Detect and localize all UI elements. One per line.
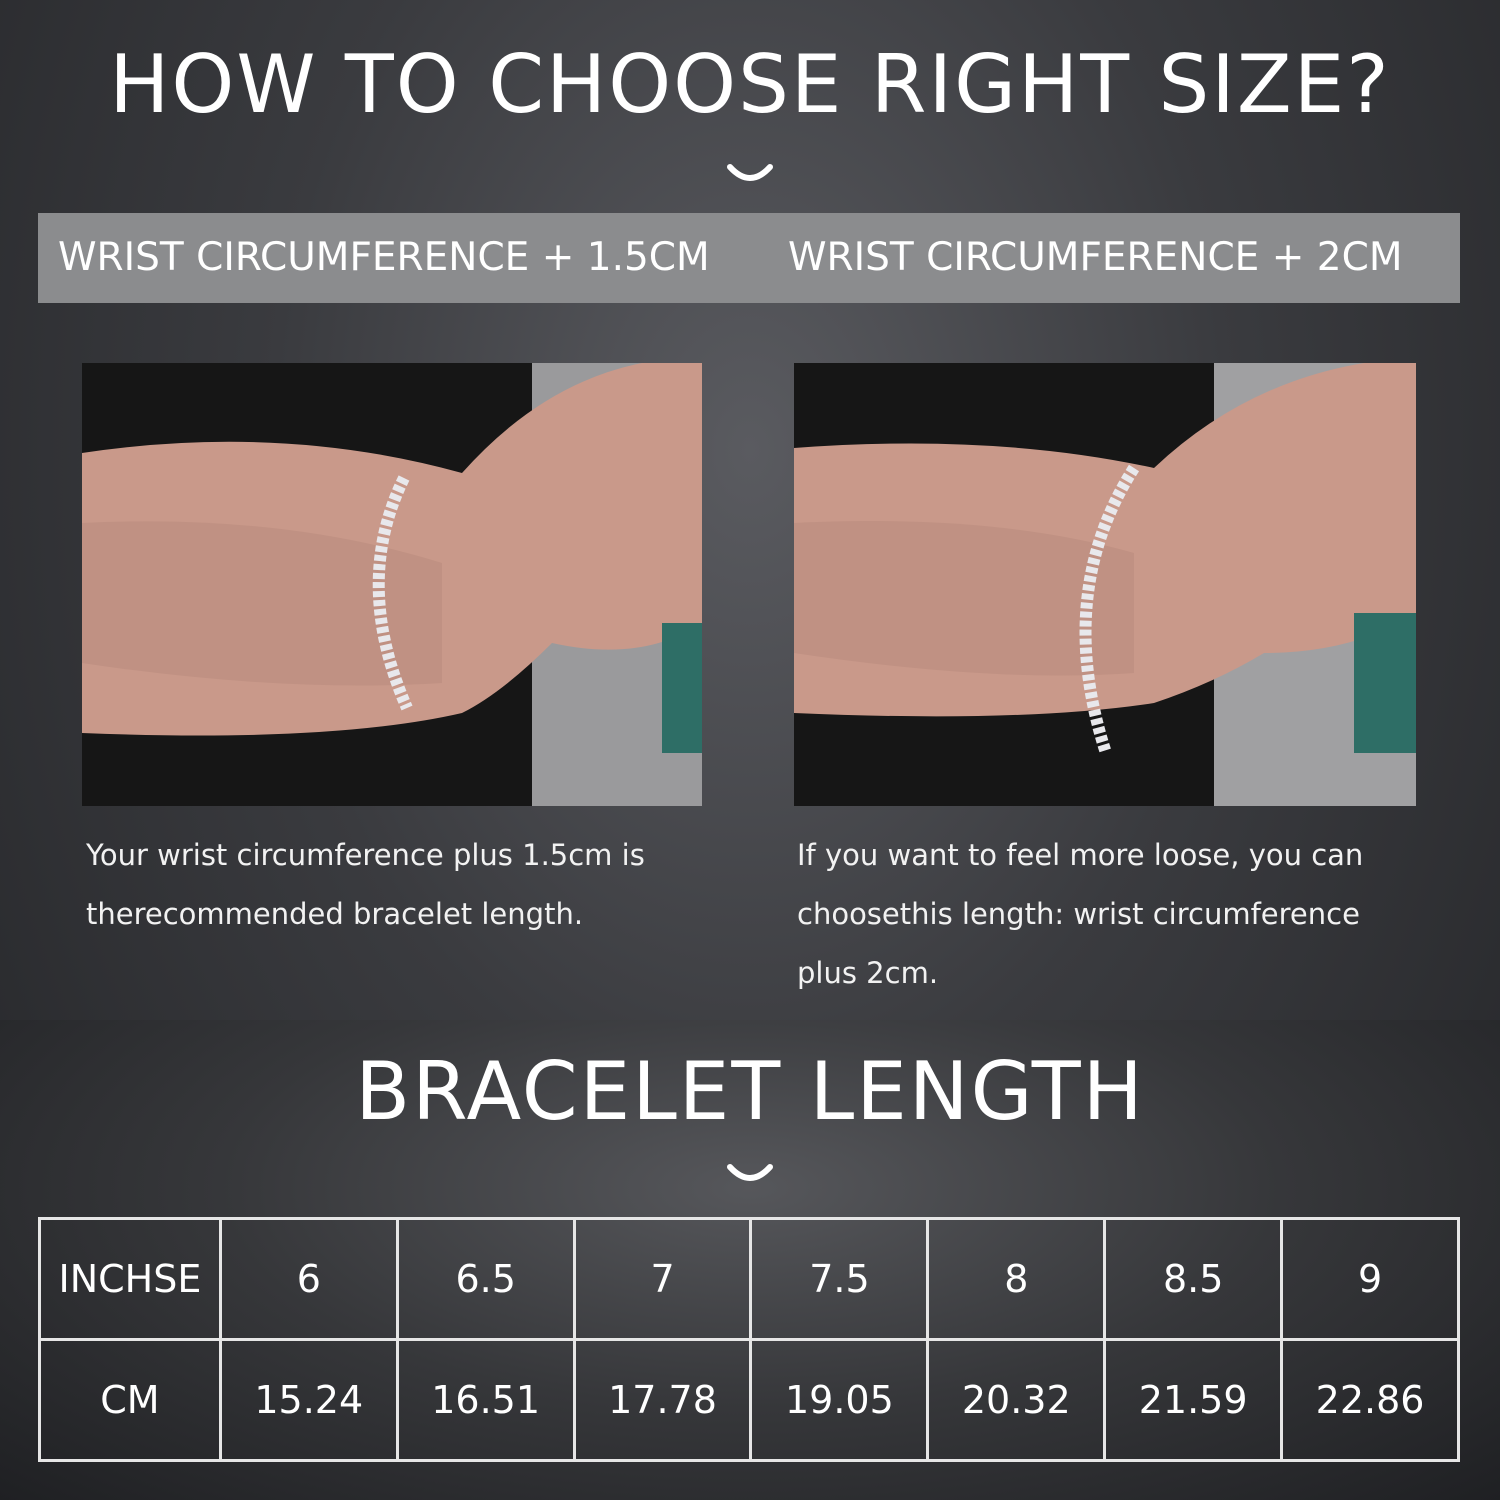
size-formula-band: WRIST CIRCUMFERENCE + 1.5CM WRIST CIRCUM… bbox=[38, 213, 1460, 303]
caption-line: Your wrist circumference plus 1.5cm is bbox=[86, 838, 645, 872]
table-cell: 6.5 bbox=[395, 1217, 576, 1341]
chevron-down-icon bbox=[727, 1164, 773, 1181]
caption-line: therecommended bracelet length. bbox=[86, 897, 584, 931]
formula-right: WRIST CIRCUMFERENCE + 2CM bbox=[788, 235, 1403, 280]
table-cell: 16.51 bbox=[395, 1338, 576, 1462]
caption-right: If you want to feel more loose, you can … bbox=[797, 826, 1363, 1003]
table-row-cm: CM 15.24 16.51 17.78 19.05 20.32 21.59 2… bbox=[38, 1338, 1460, 1462]
wrist-photo-snug bbox=[82, 363, 702, 806]
caption-line: choosethis length: wrist circumference bbox=[797, 897, 1360, 931]
table-row-inches: INCHSE 6 6.5 7 7.5 8 8.5 9 bbox=[38, 1217, 1460, 1341]
table-cell: 7 bbox=[572, 1217, 753, 1341]
table-cell: 20.32 bbox=[926, 1338, 1107, 1462]
caption-line: plus 2cm. bbox=[797, 956, 939, 990]
table-cell: 19.05 bbox=[749, 1338, 930, 1462]
chevron-down-icon bbox=[727, 164, 773, 181]
row-header: CM bbox=[38, 1338, 222, 1462]
caption-left: Your wrist circumference plus 1.5cm is t… bbox=[86, 826, 645, 944]
caption-line: If you want to feel more loose, you can bbox=[797, 838, 1364, 872]
table-cell: 9 bbox=[1280, 1217, 1460, 1341]
table-cell: 22.86 bbox=[1280, 1338, 1460, 1462]
page-title: HOW TO CHOOSE RIGHT SIZE? bbox=[109, 38, 1391, 131]
table-cell: 21.59 bbox=[1103, 1338, 1284, 1462]
table-cell: 6 bbox=[218, 1217, 399, 1341]
size-table: INCHSE 6 6.5 7 7.5 8 8.5 9 CM 15.24 16.5… bbox=[38, 1217, 1460, 1462]
table-cell: 17.78 bbox=[572, 1338, 753, 1462]
table-cell: 8.5 bbox=[1103, 1217, 1284, 1341]
wrist-photo-loose bbox=[794, 363, 1416, 806]
formula-left: WRIST CIRCUMFERENCE + 1.5CM bbox=[58, 235, 710, 280]
table-cell: 15.24 bbox=[218, 1338, 399, 1462]
table-cell: 8 bbox=[926, 1217, 1107, 1341]
row-header: INCHSE bbox=[38, 1217, 222, 1341]
table-cell: 7.5 bbox=[749, 1217, 930, 1341]
section-title: BRACELET LENGTH bbox=[355, 1045, 1145, 1138]
